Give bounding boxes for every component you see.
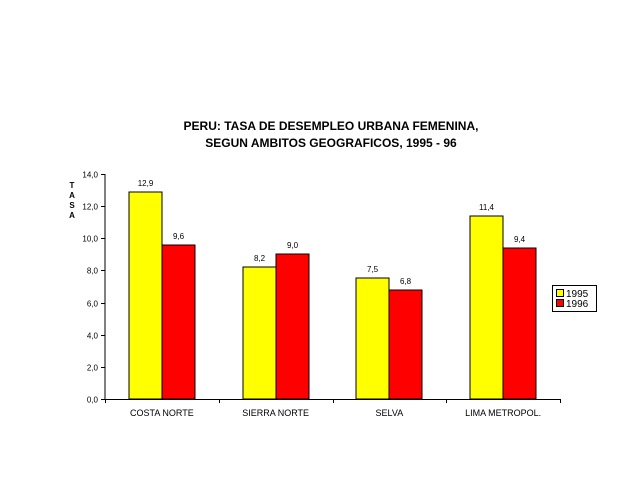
legend-label: 1995 (566, 289, 589, 300)
bar-1995 (128, 191, 163, 400)
x-tick-label: LIMA METROPOL. (465, 408, 541, 418)
y-axis-label: TASA (69, 181, 75, 220)
chart-title: PERU: TASA DE DESEMPLEO URBANA FEMENINA, (184, 119, 479, 133)
y-axis-label-letter: A (69, 211, 75, 220)
bar-1995 (242, 266, 277, 400)
legend-swatch (556, 289, 564, 297)
x-axis: COSTA NORTE SIERRA NORTE SELVA LIMA METROPO… (105, 399, 561, 418)
bar-1996 (161, 244, 196, 400)
legend-label: 1996 (566, 299, 589, 310)
data-label: 9,4 (514, 235, 526, 244)
y-tick-label: 12,0 (82, 203, 98, 212)
legend-swatch (556, 299, 564, 307)
y-tick-label: 0,0 (87, 396, 99, 405)
y-axis-label-letter: T (70, 181, 75, 190)
y-tick-label: 2,0 (87, 364, 99, 373)
bar-1995 (469, 215, 504, 400)
y-axis-label-letter: S (69, 201, 75, 210)
y-tick-label: 4,0 (87, 332, 99, 341)
data-label: 6,8 (400, 277, 412, 286)
y-tick-label: 6,0 (87, 300, 99, 309)
y-tick-label: 8,0 (87, 267, 99, 276)
y-axis: 0,0 2,0 4,0 6,0 8,0 10,0 12,0 14,0 (82, 171, 106, 405)
bars: 12,9 9,6 8,2 9,0 7,5 6,8 11,4 9,4 (128, 179, 537, 400)
bar-1996 (275, 253, 310, 400)
data-label: 9,6 (173, 232, 185, 241)
y-tick-label: 10,0 (82, 235, 98, 244)
bar-1995 (355, 277, 390, 400)
y-axis-label-letter: A (69, 191, 75, 200)
data-label: 12,9 (138, 179, 154, 188)
data-label: 8,2 (254, 254, 266, 263)
data-label: 11,4 (479, 203, 495, 212)
x-tick-label: COSTA NORTE (130, 408, 194, 418)
bar-1996 (502, 247, 537, 400)
y-tick-label: 14,0 (82, 171, 98, 180)
chart-subtitle: SEGUN AMBITOS GEOGRAFICOS, 1995 - 96 (205, 136, 457, 150)
x-tick-label: SELVA (376, 408, 404, 418)
bar-1996 (388, 289, 423, 400)
data-label: 9,0 (287, 241, 299, 250)
data-label: 7,5 (367, 265, 379, 274)
x-tick-label: SIERRA NORTE (242, 408, 309, 418)
